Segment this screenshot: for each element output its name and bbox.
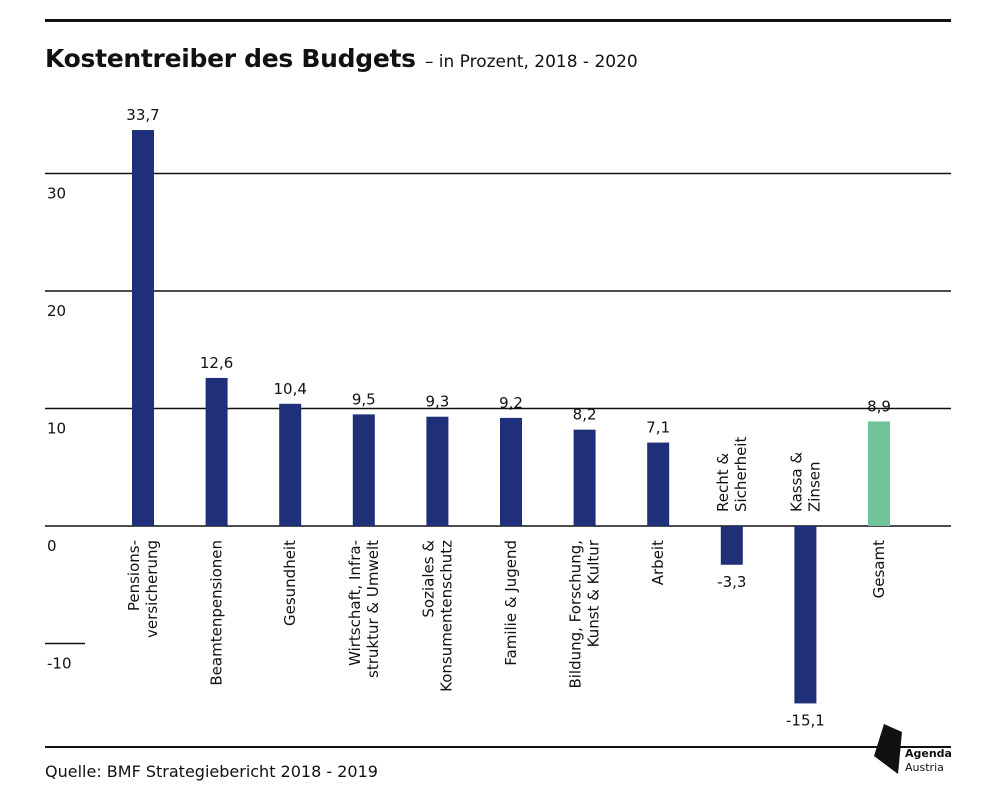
source-note: Quelle: BMF Strategiebericht 2018 - 2019 <box>45 762 378 781</box>
category-label: struktur & Umwelt <box>364 540 382 678</box>
category-label: Wirtschaft, Infra- <box>346 540 364 666</box>
logo-text: Agenda Austria <box>905 747 952 775</box>
y-tick-label: 10 <box>47 420 66 438</box>
chart-subtitle: – in Prozent, 2018 - 2020 <box>424 52 638 72</box>
category-label: Soziales & <box>419 540 437 618</box>
category-label: Kassa & <box>787 452 805 512</box>
category-label: versicherung <box>143 540 161 638</box>
value-label: 8,2 <box>573 406 597 424</box>
bar <box>573 429 596 526</box>
chart-header: Kostentreiber des Budgets – in Prozent, … <box>45 44 638 73</box>
value-label: 12,6 <box>200 354 233 372</box>
bar <box>720 526 743 565</box>
category-label: Pensions- <box>125 540 143 611</box>
chart-title: Kostentreiber des Budgets <box>45 44 416 73</box>
category-label: Gesamt <box>870 540 888 598</box>
value-label: 9,2 <box>499 394 523 412</box>
category-label: Recht & <box>714 453 732 512</box>
value-label: -3,3 <box>717 573 746 591</box>
value-label: 33,7 <box>126 106 159 124</box>
category-label: Gesundheit <box>281 540 299 626</box>
bar <box>279 403 302 526</box>
bar <box>500 417 522 526</box>
value-label: -15,1 <box>786 711 825 729</box>
bar <box>132 130 154 526</box>
bar <box>794 526 817 704</box>
y-tick-label: -10 <box>47 655 72 673</box>
bar <box>647 442 670 526</box>
value-label: 9,5 <box>352 390 376 408</box>
category-label: Kunst & Kultur <box>585 539 603 647</box>
agenda-austria-logo-icon <box>874 724 902 774</box>
value-label: 9,3 <box>425 393 449 411</box>
bar <box>205 377 228 526</box>
category-label: Zinsen <box>805 461 823 512</box>
category-label: Arbeit <box>649 540 667 585</box>
category-label: Konsumentenschutz <box>437 540 455 692</box>
top-rule <box>45 19 951 22</box>
category-label: Bildung, Forschung, <box>567 540 585 689</box>
value-label: 7,1 <box>646 419 670 437</box>
bar <box>868 421 890 526</box>
y-tick-label: 0 <box>47 537 57 555</box>
logo-line-2: Austria <box>905 761 944 774</box>
logo-line-1: Agenda <box>905 747 952 760</box>
category-label: Sicherheit <box>732 437 750 512</box>
y-tick-label: 20 <box>47 302 66 320</box>
value-label: 10,4 <box>273 380 306 398</box>
category-label: Familie & Jugend <box>502 540 520 666</box>
value-label: 8,9 <box>867 397 891 415</box>
bottom-rule <box>45 746 951 748</box>
category-label: Beamtenpensionen <box>208 540 226 686</box>
bar <box>426 416 449 526</box>
bar <box>352 414 375 526</box>
y-tick-label: 30 <box>47 185 66 203</box>
